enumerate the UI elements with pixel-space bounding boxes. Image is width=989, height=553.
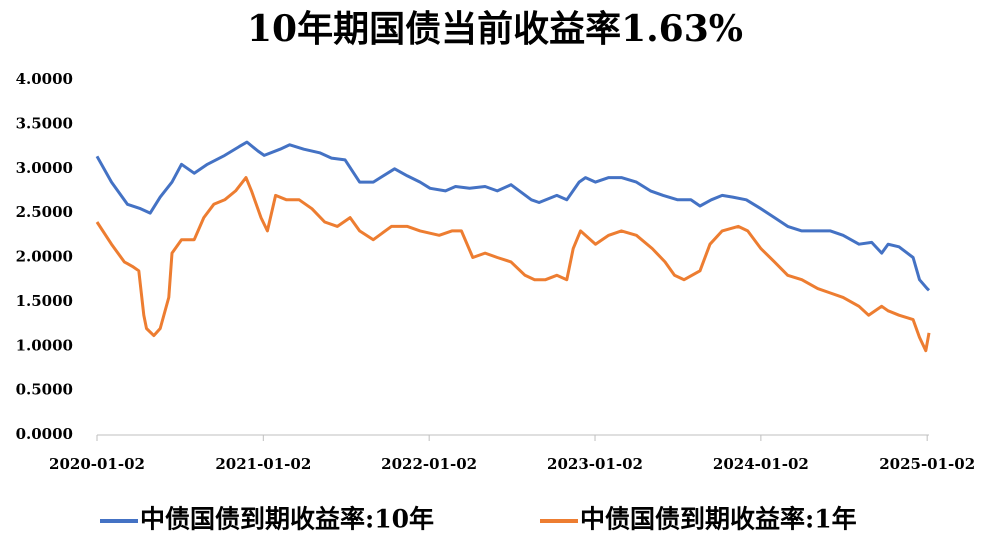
series-line xyxy=(95,140,931,292)
x-tick-label: 2021-01-02 xyxy=(215,455,311,473)
y-tick-label: 3.5000 xyxy=(16,114,73,132)
y-tick-label: 1.5000 xyxy=(16,292,73,310)
y-tick-label: 3.0000 xyxy=(16,159,73,177)
legend-label: 中债国债到期收益率:10年 xyxy=(140,505,434,534)
y-tick-label: 1.0000 xyxy=(16,336,73,354)
x-tick-label: 2024-01-02 xyxy=(713,455,809,473)
y-tick-label: 2.0000 xyxy=(16,248,73,266)
x-tick-label: 2022-01-02 xyxy=(381,455,477,473)
y-tick-label: 4.0000 xyxy=(16,70,73,88)
y-tick-label: 0.5000 xyxy=(16,381,73,399)
legend-label: 中债国债到期收益率:1年 xyxy=(580,505,857,534)
x-tick-label: 2025-01-02 xyxy=(879,455,975,473)
chart-title: 10年期国债当前收益率1.63% xyxy=(247,8,743,50)
x-tick-label: 2020-01-02 xyxy=(49,455,145,473)
y-tick-label: 0.0000 xyxy=(16,425,73,443)
x-tick-label: 2023-01-02 xyxy=(547,455,643,473)
series-line xyxy=(95,176,931,353)
y-tick-label: 2.5000 xyxy=(16,203,73,221)
